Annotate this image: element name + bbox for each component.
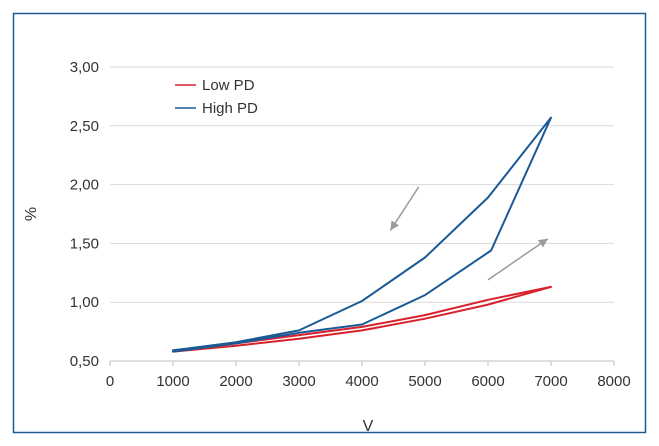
x-axis: 0 1000 2000 3000 4000 5000 6000 7000 8000 [106, 360, 631, 390]
y-tick-label: 2,00 [70, 177, 99, 194]
x-tick-label: 1000 [156, 373, 189, 390]
x-tick-label: 6000 [471, 373, 504, 390]
y-axis-label: % [23, 207, 40, 221]
legend-label: Low PD [202, 77, 255, 94]
x-tick-label: 4000 [345, 373, 378, 390]
annotations [389, 186, 549, 281]
legend-item-low-pd: Low PD [175, 77, 255, 94]
y-tick-label: 1,50 [70, 235, 99, 252]
x-tick-label: 3000 [282, 373, 315, 390]
grid [110, 66, 614, 303]
x-tick-label: 5000 [408, 373, 441, 390]
legend: Low PD High PD [175, 77, 258, 117]
arrow-decreasing [389, 186, 420, 231]
x-tick-label: 7000 [534, 373, 567, 390]
plot-area [172, 116, 552, 353]
legend-item-high-pd: High PD [175, 100, 258, 117]
series-line-low-pd [172, 285, 552, 353]
y-axis: 0,50 1,00 1,50 2,00 2,50 3,00 [70, 59, 99, 370]
y-tick-label: 3,00 [70, 59, 99, 76]
arrow-increasing [487, 238, 549, 281]
chart-frame [12, 12, 647, 434]
legend-label: High PD [202, 100, 258, 117]
x-tick-label: 2000 [219, 373, 252, 390]
x-tick-label: 0 [106, 373, 114, 390]
x-tick-label: 8000 [597, 373, 630, 390]
series-line-high-pd [172, 116, 552, 353]
y-tick-label: 1,00 [70, 294, 99, 311]
x-axis-label: V [363, 418, 374, 435]
y-tick-label: 2,50 [70, 118, 99, 135]
y-tick-label: 0,50 [70, 353, 99, 370]
